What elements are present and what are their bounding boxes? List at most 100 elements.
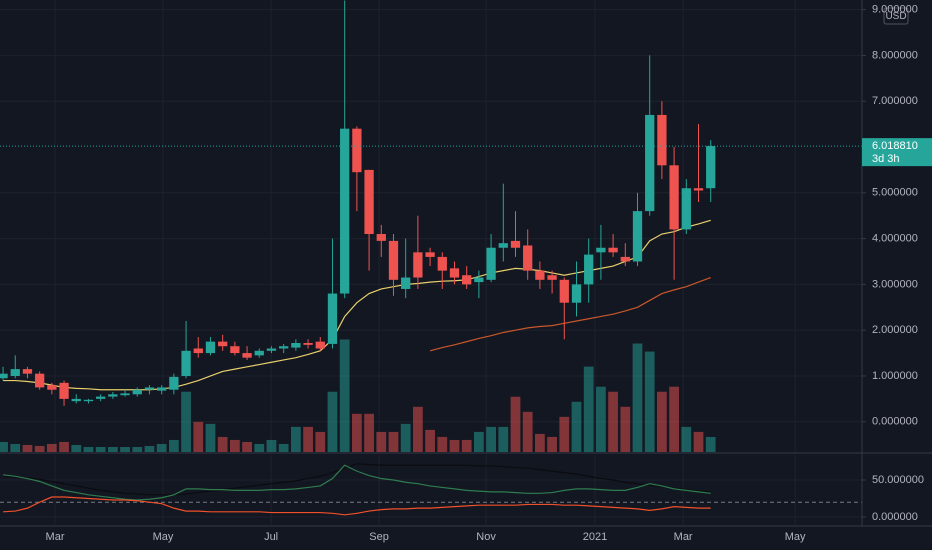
volume-bar [181, 391, 191, 452]
volume-bar [193, 421, 204, 452]
candle-body [22, 369, 33, 374]
volume-bar [46, 443, 57, 452]
candle-body [498, 243, 508, 248]
axes [0, 0, 932, 527]
y-tick-label: 5.000000 [872, 187, 918, 199]
volume-bar [34, 445, 45, 452]
candle-body [157, 387, 167, 391]
candle-body [535, 270, 545, 280]
candle-body [486, 247, 496, 280]
volume-bar [486, 426, 496, 452]
indicator-line [2, 464, 711, 501]
candle-body [327, 293, 338, 344]
volume-bar [10, 443, 21, 452]
volume-bar [278, 443, 289, 452]
volume-bar [583, 366, 594, 452]
candle-body [425, 252, 435, 257]
candle-body [291, 343, 301, 348]
last-price-box [862, 138, 932, 167]
candle-body [608, 247, 618, 253]
candle-body [340, 128, 350, 294]
volume-bar [107, 446, 118, 452]
countdown: 3d 3h [872, 153, 900, 165]
volume-bar [242, 441, 252, 452]
volume-bar [95, 446, 106, 452]
candle-body [523, 245, 533, 271]
volume-bar [693, 431, 704, 452]
y-tick-label: 4.000000 [872, 232, 918, 244]
candle-body [132, 389, 142, 395]
candle-body [474, 277, 484, 283]
volume-bar [449, 439, 460, 452]
candle-body [376, 234, 386, 241]
volume-bar [229, 439, 240, 452]
candle-body [401, 277, 411, 289]
x-tick-label: May [153, 531, 174, 543]
volume-bar [71, 444, 82, 452]
volume-bar [413, 406, 423, 452]
indicator-line [3, 496, 711, 516]
candle-body [657, 114, 667, 166]
candle-body [303, 343, 313, 345]
x-tick-label: May [785, 531, 806, 543]
candle-body [352, 128, 362, 173]
volume-bar [156, 443, 167, 452]
y-tick-label: 7.000000 [872, 95, 918, 107]
volume-bar [498, 426, 509, 452]
x-tick-label: Mar [674, 531, 693, 543]
volume-bar [461, 439, 472, 452]
candle-body [242, 353, 252, 358]
candle-body [620, 256, 630, 262]
volume-bar [632, 343, 643, 452]
y-tick-label: 9.000000 [872, 4, 918, 16]
volume-bar [669, 386, 679, 452]
candle-body [559, 279, 569, 303]
currency-box[interactable] [883, 7, 909, 25]
volume-bar [657, 391, 667, 452]
volume-bar [535, 433, 545, 452]
y-tick-label: 8.000000 [872, 49, 918, 61]
indicator-layer [0, 463, 862, 516]
y-tick-label: 2.000000 [872, 324, 918, 336]
volume-bar [510, 396, 521, 452]
candle-body [596, 247, 606, 253]
candle-body [181, 350, 191, 376]
volume-bar [571, 401, 582, 452]
x-tick-label: Jul [264, 531, 278, 543]
indicator-line [3, 463, 711, 496]
volume-bar [608, 391, 618, 452]
volume-bar [303, 426, 313, 452]
candle-body [645, 114, 655, 212]
x-tick-label: Mar [46, 531, 65, 543]
candle-body [693, 188, 704, 191]
volume-bar [400, 423, 411, 452]
candle-body [681, 188, 691, 230]
volume-bar [437, 436, 448, 452]
volume-bar [681, 426, 692, 452]
volume-bar [0, 441, 8, 452]
candle-body [413, 252, 423, 278]
volume-bar [559, 416, 570, 452]
indicator-tick-label: 50.000000 [872, 474, 924, 486]
currency: USD [885, 11, 906, 22]
candle-body [510, 240, 521, 248]
volume-bar [425, 429, 435, 452]
candle-body [205, 341, 216, 354]
volume-bar [83, 446, 94, 452]
volume-bar [315, 431, 326, 452]
candle-body [584, 254, 594, 285]
y-tick-label: 3.000000 [872, 278, 918, 290]
candle-body [0, 373, 8, 379]
volume-bar [388, 431, 399, 452]
candle-body [315, 341, 325, 349]
volume-bar [339, 339, 350, 452]
last-price-label: 6.018810 [872, 140, 918, 152]
candle-body [706, 146, 716, 189]
candle-body [108, 394, 118, 397]
candle-body [449, 268, 460, 278]
volume-bar [596, 386, 606, 452]
volume-layer [0, 339, 716, 452]
labels: USD Mar May Jul Sep Nov 2021 Mar May 0.000000 1.0… [46, 4, 932, 543]
candle-body [437, 256, 447, 271]
